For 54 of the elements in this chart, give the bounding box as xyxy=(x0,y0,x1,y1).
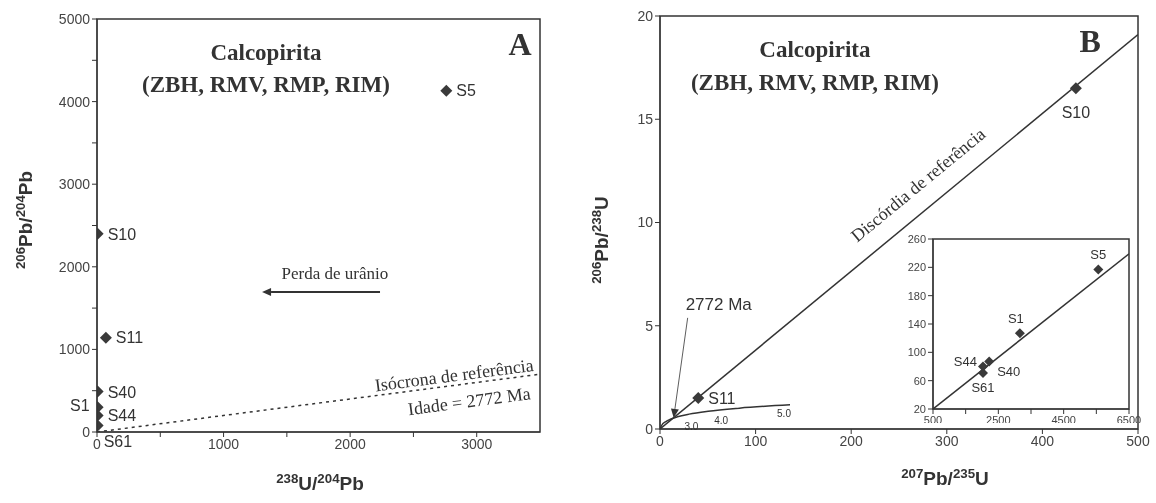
y-tick-label: 60 xyxy=(913,374,926,387)
series-label: S11 xyxy=(708,390,736,408)
series-label: S10 xyxy=(107,225,137,243)
text: Calcopirita xyxy=(210,40,323,66)
annotation: Perda de urânio xyxy=(281,264,389,284)
series-label: S44 xyxy=(107,407,137,425)
text: (ZBH, RMV, RMP, RIM) xyxy=(142,72,390,98)
y-tick-label: 100 xyxy=(907,346,926,359)
series-label: S61 xyxy=(971,379,995,395)
x-tick-label: 300 xyxy=(935,432,959,449)
y-tick-label: 20 xyxy=(913,402,926,415)
y-tick-label: 1000 xyxy=(58,341,91,358)
text: Calcopirita xyxy=(759,37,871,63)
series-label: S5 xyxy=(1090,247,1107,263)
y-tick-label: 180 xyxy=(907,289,926,302)
x-tick-label: 500 xyxy=(923,413,943,426)
series-label: S40 xyxy=(107,383,137,401)
x-tick-label: 100 xyxy=(743,432,768,449)
y-tick-label: 15 xyxy=(637,111,654,128)
series-label: S11 xyxy=(115,328,144,346)
y-tick-label: 220 xyxy=(907,261,926,274)
y-tick-label: 5000 xyxy=(58,10,91,27)
y-tick-label: 2000 xyxy=(58,258,91,275)
x-tick-label: 0 xyxy=(93,435,102,452)
series-label: S10 xyxy=(1061,104,1091,122)
text: (ZBH, RMV, RMP, RIM) xyxy=(690,70,939,96)
y-tick-label: 4000 xyxy=(58,93,91,110)
series-label: S1 xyxy=(70,397,90,415)
y-tick-label: 20 xyxy=(637,7,654,24)
y-tick-label: 5 xyxy=(645,317,654,334)
x-axis-title: $^{207}$Pb/$^{235}$U xyxy=(901,465,989,489)
y-tick-label: 10 xyxy=(637,214,654,231)
series-label: S1 xyxy=(1007,311,1024,327)
x-tick-label: 1000 xyxy=(207,435,240,452)
series-label: S5 xyxy=(456,81,477,99)
series-label: S61 xyxy=(103,433,133,451)
x-tick-label: 200 xyxy=(839,432,864,449)
y-tick-label: 3000 xyxy=(58,176,91,193)
x-tick-label: 500 xyxy=(1126,432,1150,449)
annotation: 5.0 xyxy=(777,407,792,419)
annotation: A xyxy=(508,26,532,63)
x-tick-label: 400 xyxy=(1030,432,1055,449)
annotation: B xyxy=(1079,23,1101,60)
y-tick-label: 140 xyxy=(907,317,926,330)
annotation: 4.0 xyxy=(714,415,729,427)
x-axis-title: $^{238}$U/$^{204}$Pb xyxy=(276,470,364,494)
annotation: 2772 Ma xyxy=(685,294,753,314)
series-label: S44 xyxy=(953,353,977,369)
x-tick-label: 0 xyxy=(656,432,665,449)
x-tick-label: 2500 xyxy=(986,413,1011,426)
series-label: S40 xyxy=(997,363,1021,379)
x-tick-label: 2000 xyxy=(334,435,366,452)
x-tick-label: 4500 xyxy=(1051,413,1076,426)
x-tick-label: 3000 xyxy=(461,435,493,452)
